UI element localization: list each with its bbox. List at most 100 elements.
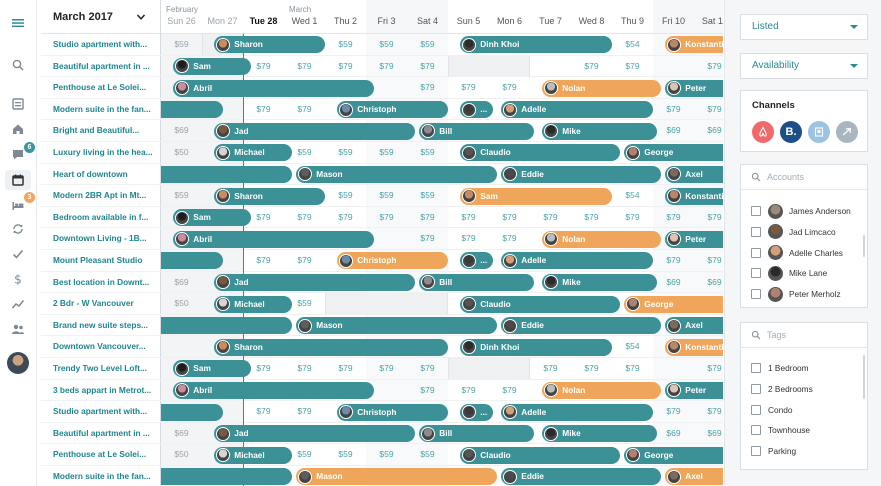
- booking-bar[interactable]: Mike: [542, 273, 658, 291]
- nightly-price[interactable]: $79: [297, 103, 312, 114]
- day-header[interactable]: Thu 9: [612, 0, 653, 33]
- nightly-price[interactable]: $59: [338, 449, 353, 460]
- bed-icon[interactable]: [9, 196, 27, 214]
- listing-name[interactable]: Penthouse at Le Solei...: [41, 77, 161, 99]
- listing-name[interactable]: 2 Bdr - W Vancouver: [41, 293, 161, 315]
- nightly-price[interactable]: $79: [707, 211, 722, 222]
- day-header[interactable]: Wed 8: [571, 0, 612, 33]
- booking-bar[interactable]: Peter: [665, 79, 723, 97]
- listing-name[interactable]: Luxury living in the hea...: [41, 142, 161, 164]
- booking-bar[interactable]: Bill: [419, 122, 535, 140]
- booking-bar[interactable]: ...: [460, 101, 494, 119]
- tag-option[interactable]: Townhouse: [751, 422, 810, 438]
- booking-bar[interactable]: Konstantin: [665, 338, 723, 356]
- checkbox[interactable]: [751, 247, 761, 258]
- account-option[interactable]: James Anderson: [751, 203, 851, 219]
- booking-bar[interactable]: Mason: [296, 165, 498, 183]
- booking-bar[interactable]: Adelle: [501, 403, 653, 421]
- booking-bar[interactable]: [161, 165, 293, 183]
- nightly-price[interactable]: $79: [379, 363, 394, 373]
- blocked-cell[interactable]: [448, 358, 530, 379]
- nightly-price[interactable]: $69: [707, 125, 722, 136]
- nightly-price[interactable]: $59: [379, 190, 394, 201]
- nightly-price[interactable]: $79: [584, 363, 599, 373]
- nightly-price[interactable]: $79: [584, 211, 599, 222]
- booking-bar[interactable]: Eddie: [501, 468, 662, 486]
- nightly-price[interactable]: $79: [461, 211, 476, 222]
- nightly-price[interactable]: $79: [420, 363, 435, 373]
- nightly-price[interactable]: $69: [174, 276, 189, 287]
- nightly-price[interactable]: $79: [461, 384, 476, 395]
- booking-bar[interactable]: [161, 468, 293, 486]
- nightly-price[interactable]: $79: [707, 406, 722, 417]
- home-icon[interactable]: [9, 120, 27, 138]
- nightly-price[interactable]: $79: [625, 211, 640, 222]
- booking-bar[interactable]: Mike: [542, 425, 658, 443]
- day-header[interactable]: Mon 27: [202, 0, 243, 33]
- booking-bar[interactable]: Mason: [296, 468, 498, 486]
- menu-icon[interactable]: [9, 14, 27, 32]
- booking-bar[interactable]: Nolan: [542, 230, 662, 248]
- nightly-price[interactable]: $79: [625, 60, 640, 71]
- booking-bar[interactable]: Claudio: [460, 144, 621, 162]
- nightly-price[interactable]: $79: [502, 82, 517, 93]
- tag-option[interactable]: Condo: [751, 402, 792, 418]
- calendar-icon[interactable]: [9, 171, 27, 189]
- tag-option[interactable]: 1 Bedroom: [751, 360, 809, 376]
- listing-name[interactable]: Beautiful apartment in ...: [41, 56, 161, 78]
- nightly-price[interactable]: $79: [297, 255, 312, 265]
- nightly-price[interactable]: $79: [707, 60, 722, 71]
- booking-bar[interactable]: Bill: [419, 273, 535, 291]
- booking-bar[interactable]: Nolan: [542, 79, 662, 97]
- booking-channel-icon[interactable]: B.: [780, 121, 802, 143]
- nightly-price[interactable]: $79: [543, 211, 558, 222]
- booking-bar[interactable]: Axel: [665, 468, 723, 486]
- nightly-price[interactable]: $79: [707, 363, 722, 373]
- nightly-price[interactable]: $79: [502, 211, 517, 222]
- nightly-price[interactable]: $54: [625, 39, 640, 49]
- nightly-price[interactable]: $79: [666, 255, 681, 265]
- booking-bar[interactable]: Jad: [214, 273, 416, 291]
- nightly-price[interactable]: $59: [297, 147, 312, 157]
- nightly-price[interactable]: $59: [420, 147, 435, 157]
- checkbox[interactable]: [751, 289, 761, 300]
- day-header[interactable]: Sun 26: [161, 0, 202, 33]
- booking-bar[interactable]: ...: [460, 403, 494, 421]
- inbox-icon[interactable]: [9, 95, 27, 113]
- nightly-price[interactable]: $79: [338, 363, 353, 373]
- nightly-price[interactable]: $69: [707, 427, 722, 438]
- nightly-price[interactable]: $79: [256, 211, 271, 222]
- nightly-price[interactable]: $79: [666, 103, 681, 114]
- listing-name[interactable]: Studio apartment with...: [41, 34, 161, 56]
- nightly-price[interactable]: $59: [379, 147, 394, 157]
- listing-name[interactable]: Best location in Downt...: [41, 272, 161, 294]
- nightly-price[interactable]: $59: [420, 449, 435, 460]
- listing-name[interactable]: Modern 2BR Apt in Mt...: [41, 185, 161, 207]
- booking-bar[interactable]: Michael: [214, 144, 293, 162]
- month-selector[interactable]: March 2017: [41, 0, 161, 34]
- airbnb-channel-icon[interactable]: [752, 121, 774, 143]
- booking-bar[interactable]: Konstantin: [665, 187, 723, 205]
- checkbox[interactable]: [751, 226, 761, 237]
- day-header[interactable]: Sat 11: [694, 0, 723, 33]
- listing-name[interactable]: Penthouse at Le Solei...: [41, 444, 161, 466]
- account-option[interactable]: Peter Merholz: [751, 286, 841, 302]
- tag-option[interactable]: 2 Bedrooms: [751, 381, 813, 397]
- booking-bar[interactable]: Eddie: [501, 165, 662, 183]
- booking-bar[interactable]: Claudio: [460, 295, 621, 313]
- search-icon[interactable]: [9, 56, 27, 74]
- nightly-price[interactable]: $50: [174, 147, 189, 157]
- nightly-price[interactable]: $79: [420, 60, 435, 71]
- nightly-price[interactable]: $79: [379, 211, 394, 222]
- blocked-cell[interactable]: [448, 55, 530, 77]
- nightly-price[interactable]: $79: [420, 233, 435, 244]
- nightly-price[interactable]: $79: [707, 255, 722, 265]
- booking-bar[interactable]: Jad: [214, 122, 416, 140]
- nightly-price[interactable]: $69: [174, 427, 189, 438]
- listing-name[interactable]: Brand new suite steps...: [41, 315, 161, 337]
- sync-icon[interactable]: [9, 220, 27, 238]
- nightly-price[interactable]: $69: [707, 276, 722, 287]
- booking-bar[interactable]: Sam: [173, 209, 252, 227]
- nightly-price[interactable]: $79: [543, 363, 558, 373]
- booking-bar[interactable]: Michael: [214, 295, 293, 313]
